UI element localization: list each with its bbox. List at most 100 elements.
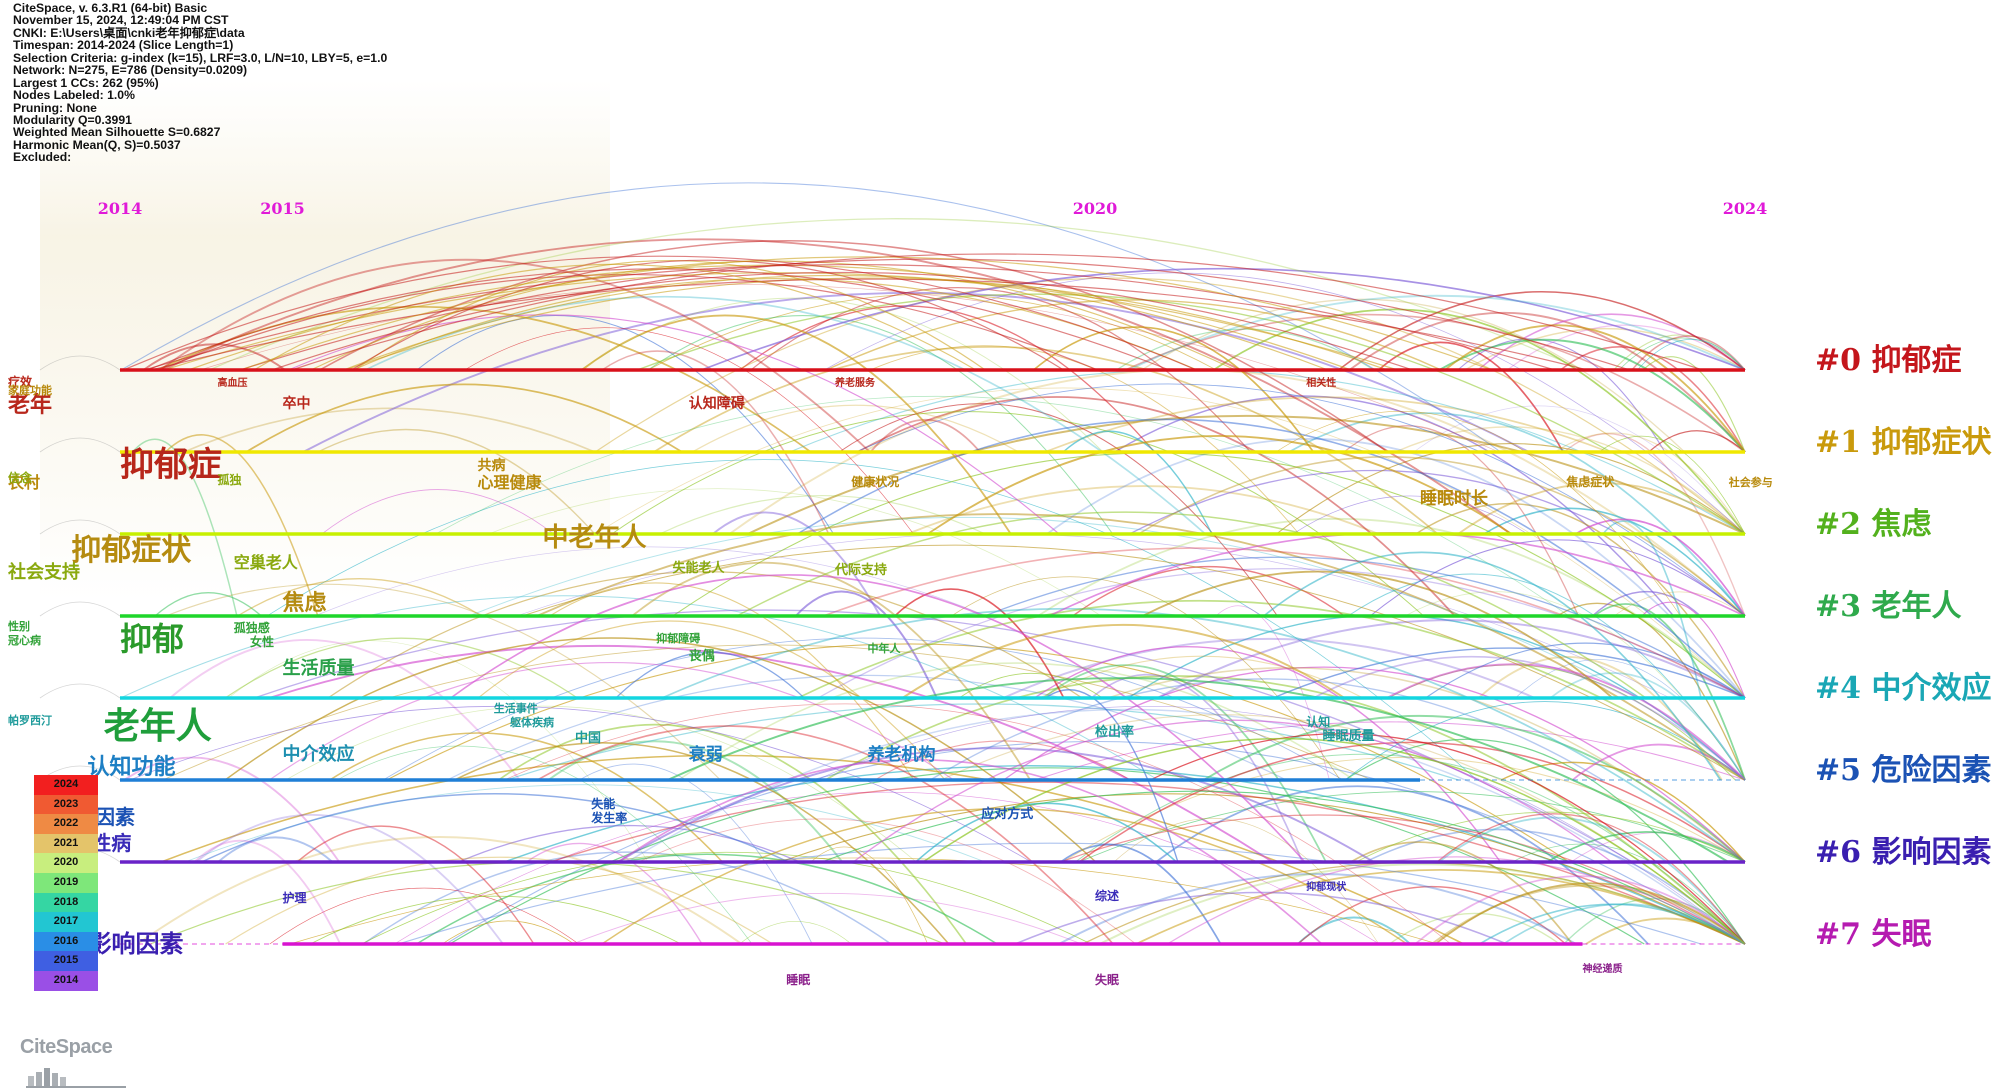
connection-arc — [810, 846, 929, 945]
cluster-label: #1 抑郁症状 — [1815, 425, 1992, 460]
connection-arc — [1297, 886, 1567, 945]
connection-arc — [1355, 811, 1746, 863]
cluster-label: #5 危险因素 — [1815, 753, 1991, 788]
connection-arc — [39, 683, 121, 699]
keyword-label: 心理健康 — [478, 473, 543, 492]
connection-arc — [1343, 425, 1580, 617]
connection-arc — [536, 513, 1746, 781]
connection-arc — [797, 599, 1746, 781]
connection-arc — [1591, 590, 1701, 617]
connection-arc — [521, 544, 1745, 781]
connection-arc — [1155, 785, 1649, 945]
connection-arc — [201, 792, 789, 863]
connection-arc — [1444, 324, 1746, 453]
connection-arc — [579, 763, 813, 945]
keyword-label: 农村 — [7, 473, 40, 492]
connection-arc — [617, 747, 1375, 863]
year-tick-label: 2014 — [98, 199, 143, 218]
connection-arc — [601, 808, 1408, 945]
connection-arc — [701, 267, 1746, 371]
keyword-label: 帕罗西汀 — [8, 713, 52, 727]
connection-arc — [317, 428, 596, 535]
connection-arc — [1613, 591, 1746, 617]
connection-arc — [1276, 443, 1746, 535]
citespace-logo-graphic — [26, 1068, 126, 1088]
connection-arc — [667, 677, 1729, 863]
connection-arc — [1593, 603, 1746, 781]
connection-arc — [504, 703, 1452, 945]
connection-arc — [1348, 311, 1746, 453]
connection-arc — [504, 765, 1746, 945]
connection-arc — [516, 533, 1671, 699]
connection-arc — [285, 705, 917, 863]
connection-arc — [39, 437, 121, 453]
keyword-label: 护理 — [283, 890, 307, 905]
keyword-label: 衰弱 — [688, 744, 723, 765]
connection-arc — [132, 438, 238, 617]
connection-arc — [477, 620, 946, 781]
citespace-logo: CiteSpace — [20, 1036, 113, 1058]
connection-arc — [855, 383, 1746, 617]
connection-arc — [1618, 337, 1746, 371]
keyword-label: 家庭功能 — [8, 383, 52, 397]
keyword-label: 性别 — [8, 619, 30, 633]
connection-arc — [894, 588, 1065, 699]
cluster-label: #4 中介效应 — [1815, 671, 1991, 706]
connection-arc — [164, 434, 319, 617]
connection-arc — [1099, 863, 1746, 945]
connection-arc — [224, 637, 1097, 863]
connection-arc — [136, 836, 743, 945]
connection-arc — [1113, 818, 1380, 945]
keyword-label: 健康状况 — [851, 474, 899, 489]
keyword-label: 丧偶 — [689, 648, 715, 664]
connection-arc — [1272, 647, 1746, 699]
connection-arc — [160, 754, 1465, 945]
legend-year-2019: 2019 — [34, 872, 98, 893]
connection-arc — [253, 263, 977, 371]
connection-arc — [857, 396, 1456, 617]
summary-line: Modularity Q=0.3991 — [13, 112, 132, 127]
connection-arc — [1613, 334, 1746, 371]
connection-arc — [488, 488, 1102, 617]
connection-arc — [1138, 456, 1746, 617]
year-color-legend: 2024 2023 2022 2021 2020 2019 2018 2017 2016 2015… — [34, 775, 98, 991]
connection-arc — [647, 293, 1217, 371]
connection-arc — [209, 218, 1584, 371]
connection-arc — [162, 644, 1372, 781]
summary-line: Network: N=275, E=786 (Density=0.0209) — [13, 63, 248, 78]
connection-arc — [678, 662, 1355, 781]
connection-arc — [1090, 673, 1304, 863]
connection-arc — [1032, 326, 1315, 453]
network-summary: CiteSpace, v. 6.3.R1 (64-bit) Basic Novem… — [13, 2, 387, 164]
connection-arc — [1129, 469, 1746, 617]
connection-arc — [594, 277, 1746, 535]
background-haze — [40, 80, 610, 600]
keyword-label: 孤独 — [218, 472, 242, 487]
keyword-label: 老年 — [7, 392, 52, 418]
keyword-label: 生活事件 — [494, 701, 538, 715]
legend-year-2017: 2017 — [34, 912, 98, 932]
summary-line: Excluded: — [13, 150, 72, 165]
connection-arc — [1457, 482, 1746, 535]
connection-arc — [1575, 518, 1746, 617]
connection-arc — [1037, 517, 1746, 699]
connection-arc — [922, 737, 1746, 945]
keyword-label: 抑郁障碍 — [656, 631, 700, 645]
connection-arc — [638, 818, 1137, 945]
connection-arc — [1414, 875, 1746, 945]
connection-arc — [464, 327, 914, 535]
connection-arc — [345, 277, 1388, 371]
connection-arc — [1637, 339, 1746, 371]
keyword-label: 认知功能 — [88, 754, 176, 780]
connection-arc — [1215, 605, 1330, 781]
connection-arc — [454, 742, 950, 945]
legend-year-2015: 2015 — [34, 951, 98, 971]
connection-arc — [822, 547, 1746, 699]
connection-arc — [659, 495, 986, 535]
connection-arc — [296, 825, 535, 945]
connection-arc — [672, 452, 1746, 699]
connection-arc — [445, 741, 1746, 945]
connection-arc — [1043, 664, 1327, 863]
connection-arc — [351, 259, 1064, 371]
cluster-lanes — [120, 368, 1745, 946]
